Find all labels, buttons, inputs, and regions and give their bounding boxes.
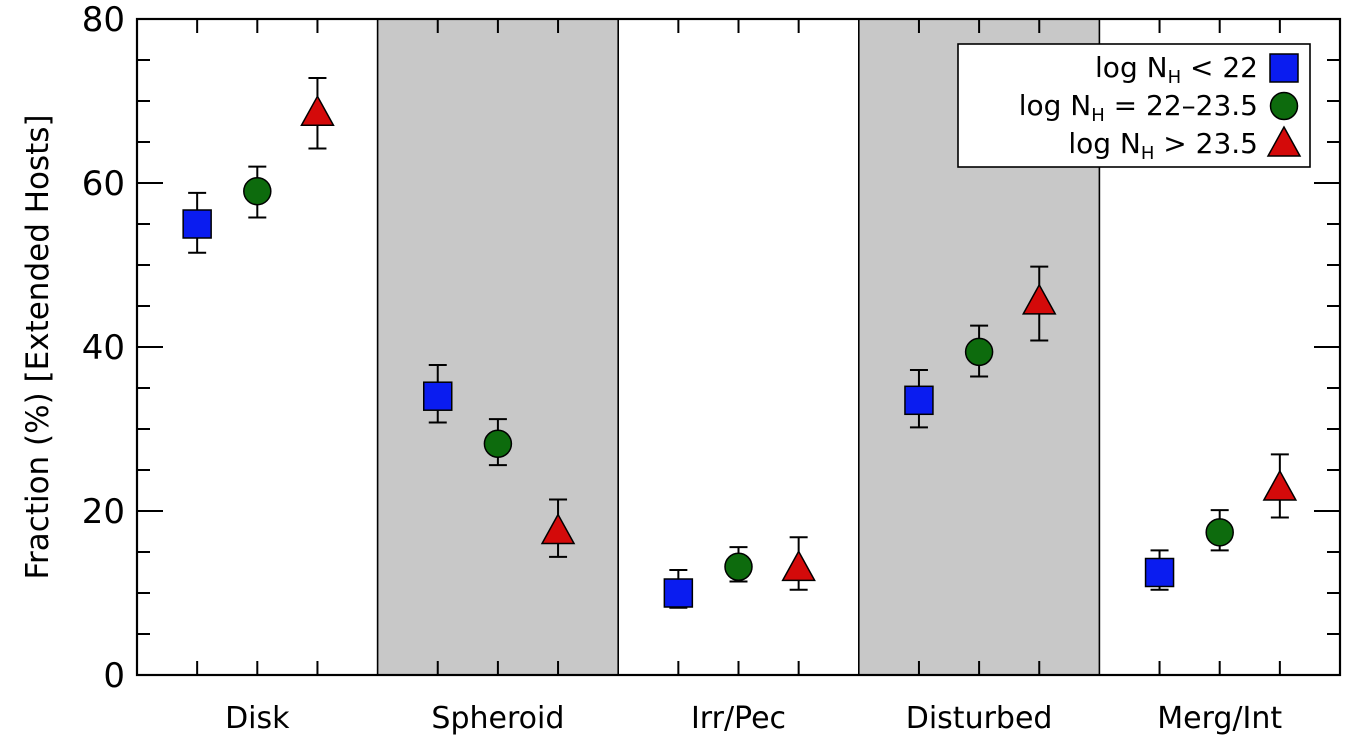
y-axis-label: Fraction (%) [Extended Hosts] [20,114,56,579]
data-point-circle [724,552,753,582]
x-category-label: Disturbed [906,701,1053,736]
data-point-square [423,381,453,411]
legend-entry-label: log NH < 22 [1095,51,1258,88]
axis-labels: 0 20 40 60 80 Disk Spheroid Irr/Pec Disturbed Mer… [82,0,1283,736]
y-tick-label: 0 [103,656,125,696]
legend-marker-circle [1269,91,1299,121]
legend-box [957,43,1311,168]
data-point-triangle [1021,283,1057,315]
legend-entry-label: log NH = 22–23.5 [1019,89,1258,126]
x-category-label: Disk [225,701,290,736]
data-point-square [1144,557,1175,588]
y-tick-label: 40 [82,328,125,368]
data-point-triangle [1262,469,1298,501]
x-category-label: Merg/Int [1157,701,1282,736]
data-point-circle [1205,518,1234,547]
data-point-triangle [781,549,816,582]
plot-frame [135,17,1342,677]
x-category-label: Irr/Pec [691,701,786,736]
data-point-circle [964,337,994,367]
y-tick-label: 80 [82,0,125,40]
data-point-circle [483,429,513,459]
data-point-square [182,209,212,239]
data-point-triangle [540,512,576,545]
data-points [182,94,1298,608]
data-point-circle [243,176,272,206]
data-point-triangle [300,94,335,127]
data-point-square [904,385,934,416]
y-tick-label: 60 [82,164,125,204]
x-category-label: Spheroid [431,701,564,736]
data-point-square [663,578,694,608]
legend-marker-triangle [1266,125,1302,157]
legend-entry-label: log NH > 23.5 [1068,127,1258,164]
legend-marker-square [1269,53,1299,83]
shade-spheroid [377,19,619,675]
y-tick-label: 20 [82,492,125,532]
